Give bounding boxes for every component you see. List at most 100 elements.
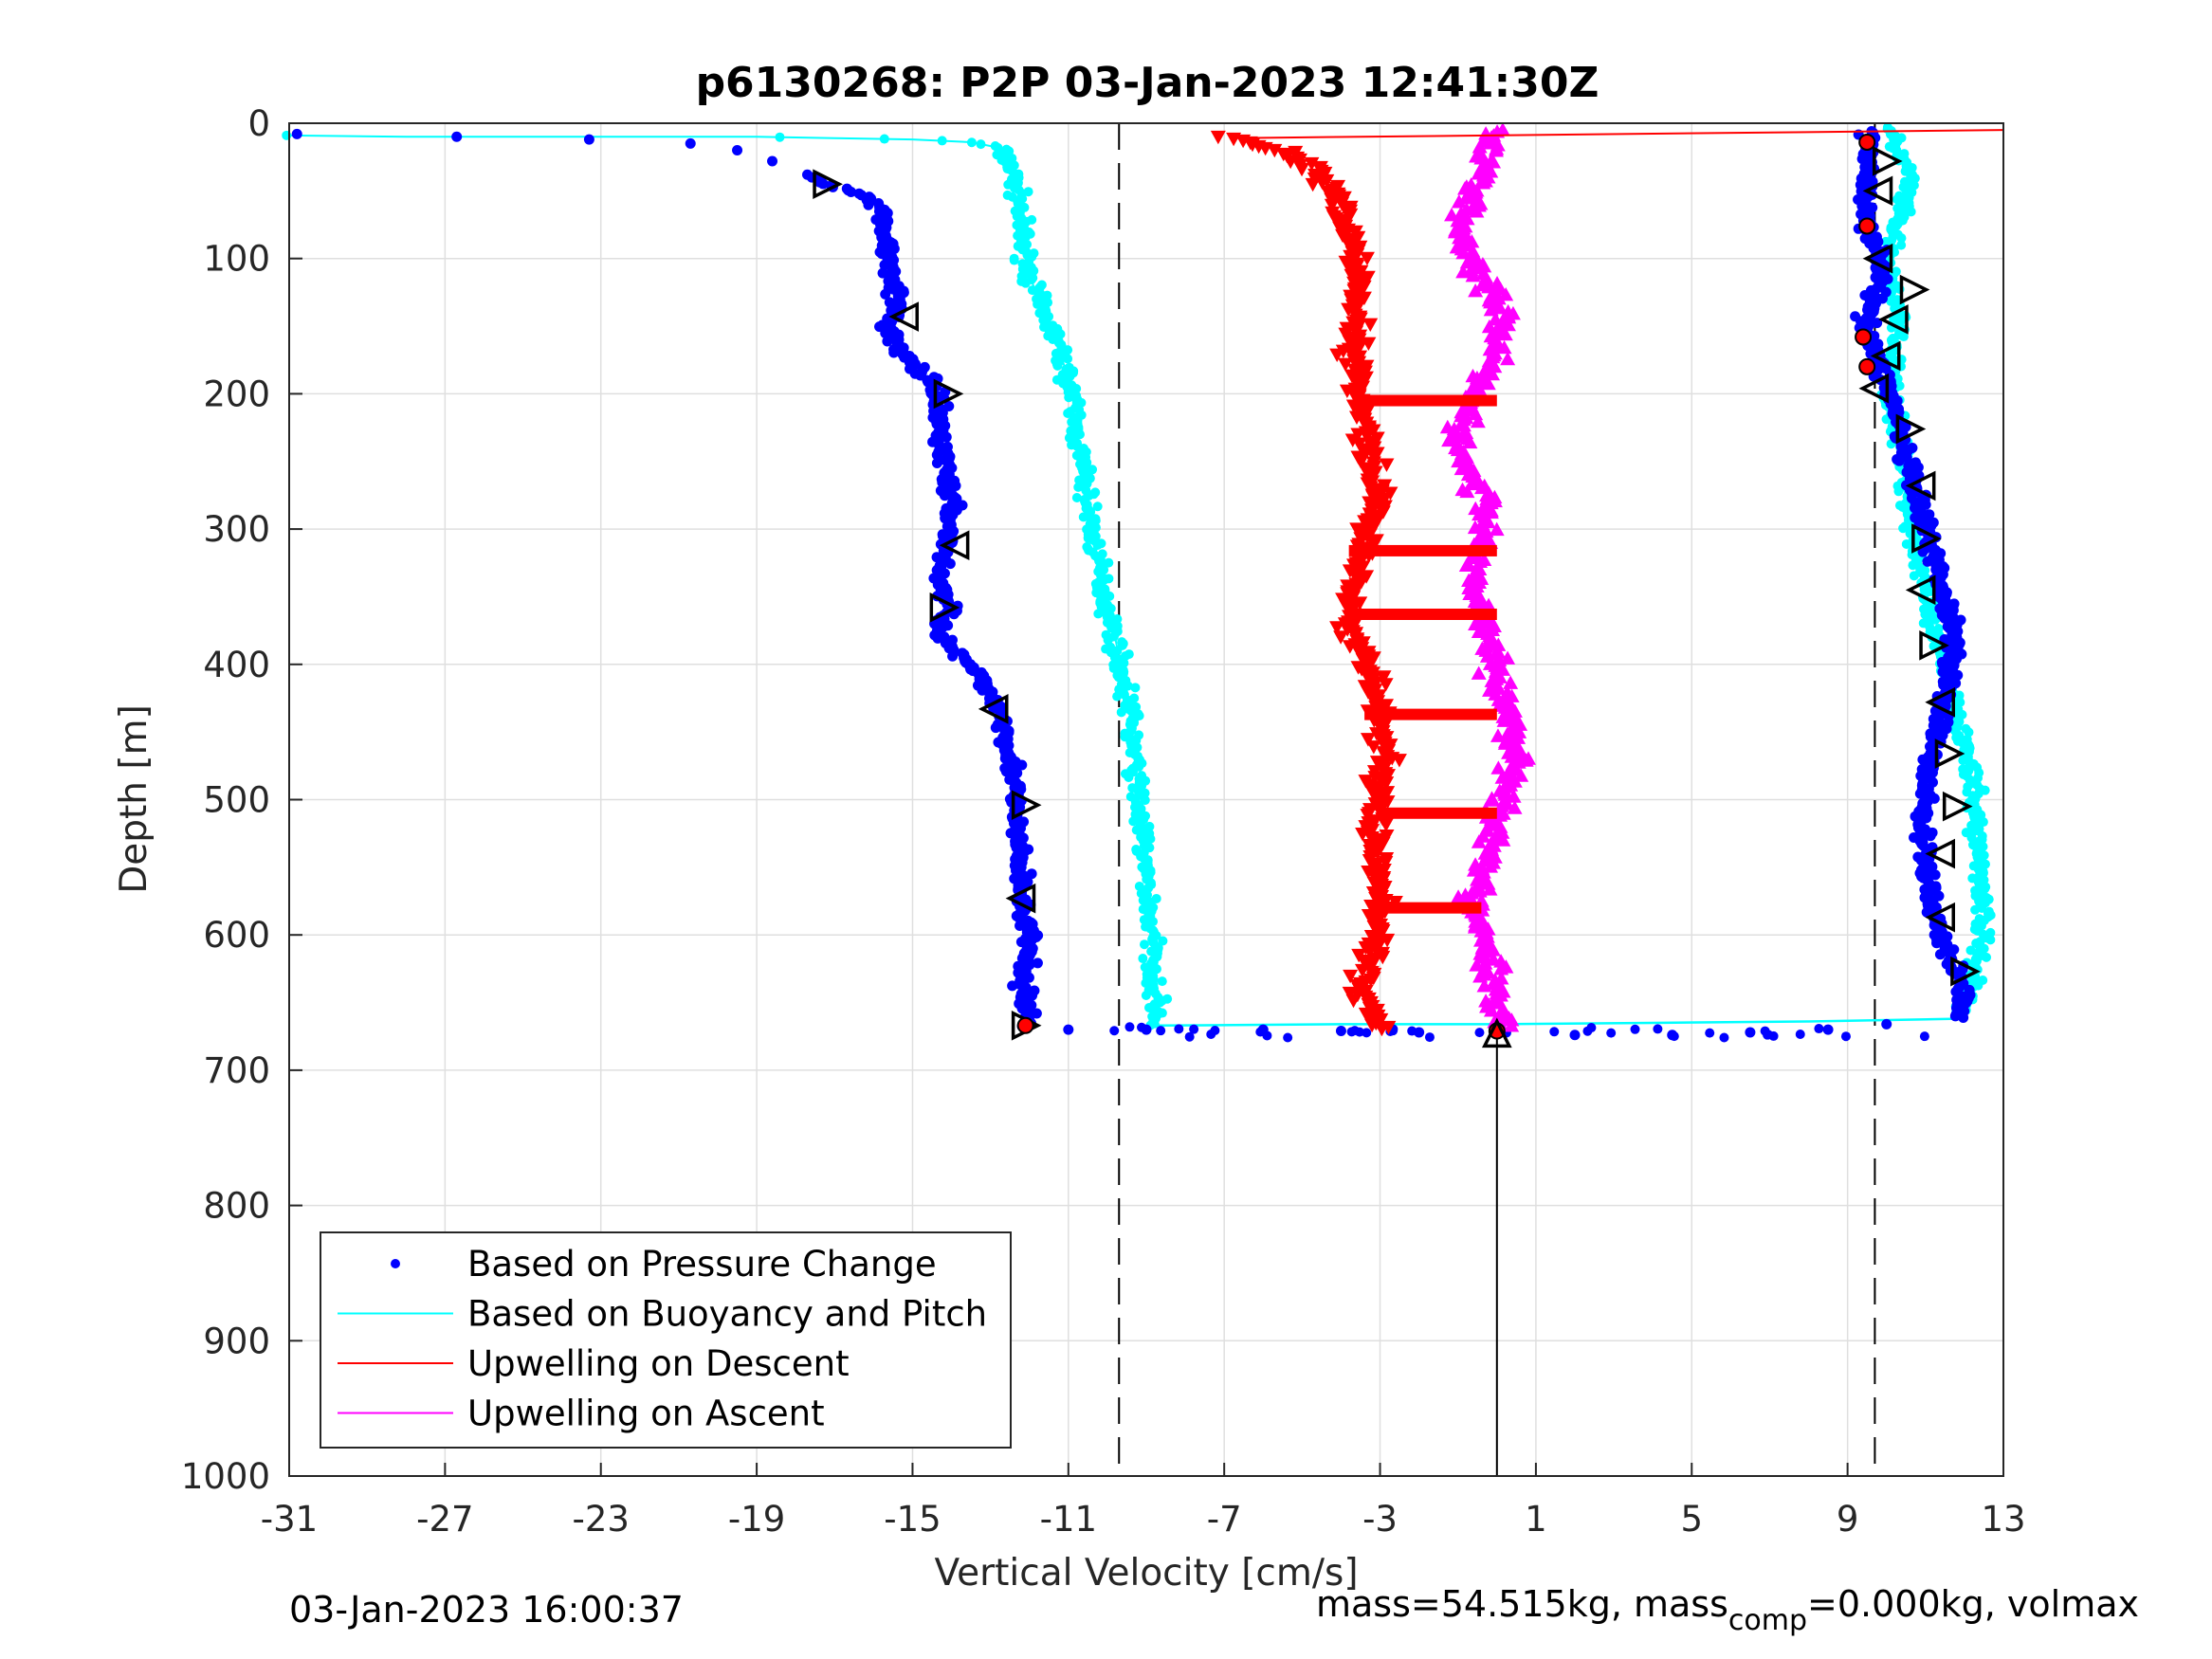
buoyancy-point <box>1141 990 1151 1000</box>
upwelling-ascent-marker <box>1447 423 1463 438</box>
upwelling-ascent-marker <box>1467 520 1483 535</box>
upwelling-descent-marker <box>1333 630 1349 645</box>
buoyancy-point <box>1009 255 1019 265</box>
y-ticks: 0 100 200 300 400 500 600 700 800 900 1000 <box>181 103 302 1497</box>
pressure-point <box>1137 1022 1147 1032</box>
upwelling-descent-marker <box>1210 130 1226 145</box>
pressure-point <box>1346 1027 1357 1037</box>
upwelling-ascent-marker <box>1480 375 1496 391</box>
x-axis-label: Vertical Velocity [cm/s] <box>934 1552 1358 1595</box>
buoyancy-point <box>1108 663 1119 673</box>
buoyancy-point <box>1124 772 1134 782</box>
red-point-marker <box>1016 1016 1034 1034</box>
x-tick-label: -31 <box>261 1499 318 1540</box>
upwelling-ascent-marker <box>1496 339 1512 355</box>
upwelling-descent-marker <box>1380 769 1396 783</box>
pressure-point <box>947 650 959 662</box>
pressure-point <box>939 490 950 501</box>
open-triangle-marker <box>1925 686 1956 718</box>
pressure-point <box>1569 1030 1581 1041</box>
upwelling-ascent-marker <box>1451 194 1467 209</box>
upwelling-ascent-marker <box>1459 483 1475 499</box>
upwelling-descent-band <box>1372 902 1482 914</box>
open-triangle-marker <box>939 530 970 561</box>
pressure-point <box>1822 1024 1834 1035</box>
pressure-point <box>685 137 696 149</box>
buoyancy-point <box>1063 354 1073 364</box>
red-point-marker <box>1858 357 1876 375</box>
upwelling-descent-marker <box>1342 640 1358 654</box>
y-tick-label: 300 <box>203 509 270 550</box>
x-tick-label: 5 <box>1680 1499 1703 1540</box>
legend-box <box>320 1231 1012 1449</box>
upwelling-descent-marker <box>1378 856 1394 870</box>
upwelling-ascent-marker <box>1483 301 1499 317</box>
pressure-point <box>846 186 857 197</box>
y-tick-label: 700 <box>203 1050 270 1091</box>
upwelling-descent-marker <box>1338 357 1354 373</box>
buoyancy-point <box>1078 512 1088 522</box>
pressure-point <box>1931 938 1943 949</box>
upwelling-descent-marker <box>1362 944 1378 959</box>
bottom-triangle-marker <box>1481 1017 1512 1048</box>
y-tick-label: 1000 <box>181 1456 270 1497</box>
red-point-marker <box>1858 133 1876 151</box>
buoyancy-point <box>1073 482 1084 492</box>
pressure-point <box>888 347 900 358</box>
upwelling-ascent-marker <box>1462 434 1478 449</box>
pressure-point <box>767 155 778 167</box>
pressure-point <box>1206 1029 1216 1039</box>
pressure-point <box>1007 980 1018 992</box>
buoyancy-point <box>1896 233 1907 244</box>
upwelling-descent-marker <box>1362 318 1379 333</box>
pressure-point <box>1174 1024 1184 1034</box>
y-tick-label: 800 <box>203 1186 270 1227</box>
buoyancy-point <box>1896 240 1907 250</box>
upwelling-ascent-marker <box>1511 724 1527 738</box>
pressure-point <box>1872 318 1883 329</box>
pressure-point <box>1814 1024 1824 1034</box>
pressure-point <box>1000 766 1012 777</box>
upwelling-ascent-marker <box>1471 834 1487 848</box>
upwelling-ascent-marker <box>1504 1018 1520 1032</box>
pressure-point <box>1424 1032 1435 1043</box>
pressure-point <box>1109 1026 1120 1036</box>
upwelling-ascent-marker <box>1490 728 1506 742</box>
upwelling-ascent-marker <box>1495 832 1511 847</box>
upwelling-descent-surface-line <box>1232 129 2004 139</box>
upwelling-ascent-marker <box>1476 950 1492 964</box>
x-tick-label: -15 <box>884 1499 941 1540</box>
upwelling-descent-marker <box>1294 162 1310 177</box>
upwelling-ascent-marker <box>1469 957 1485 972</box>
open-triangle-marker <box>978 694 1009 724</box>
upwelling-descent-marker <box>1352 454 1368 468</box>
buoyancy-point <box>1898 523 1909 534</box>
pressure-point <box>1189 1024 1199 1034</box>
pressure-point <box>732 145 743 156</box>
open-triangle-marker <box>1878 304 1909 335</box>
legend-swatch-dot <box>391 1259 400 1268</box>
buoyancy-point <box>1898 332 1909 342</box>
upwelling-ascent-marker <box>1469 204 1485 218</box>
buoyancy-point <box>1906 207 1916 217</box>
upwelling-descent-band <box>1364 708 1497 720</box>
pressure-point <box>1124 1022 1135 1032</box>
open-triangle-marker <box>1942 791 1973 822</box>
upwelling-descent-marker <box>1343 969 1359 984</box>
open-triangle-marker <box>933 378 964 410</box>
upwelling-ascent-marker <box>1497 326 1513 341</box>
upwelling-ascent-marker <box>1496 713 1512 727</box>
pressure-point <box>1893 455 1905 466</box>
footer-mass-sub: comp <box>1728 1604 1808 1637</box>
buoyancy-point <box>1920 610 1930 620</box>
pressure-point <box>1760 1026 1770 1036</box>
open-triangle-marker <box>1870 340 1901 372</box>
y-axis-label: Depth [m] <box>113 704 155 894</box>
upwelling-ascent-marker <box>1476 258 1492 273</box>
buoyancy-point <box>1157 976 1167 987</box>
upwelling-ascent-marker <box>1476 978 1492 993</box>
upwelling-descent-marker <box>1283 155 1299 170</box>
x-tick-label: -3 <box>1362 1499 1398 1540</box>
pressure-point <box>1156 1026 1166 1036</box>
